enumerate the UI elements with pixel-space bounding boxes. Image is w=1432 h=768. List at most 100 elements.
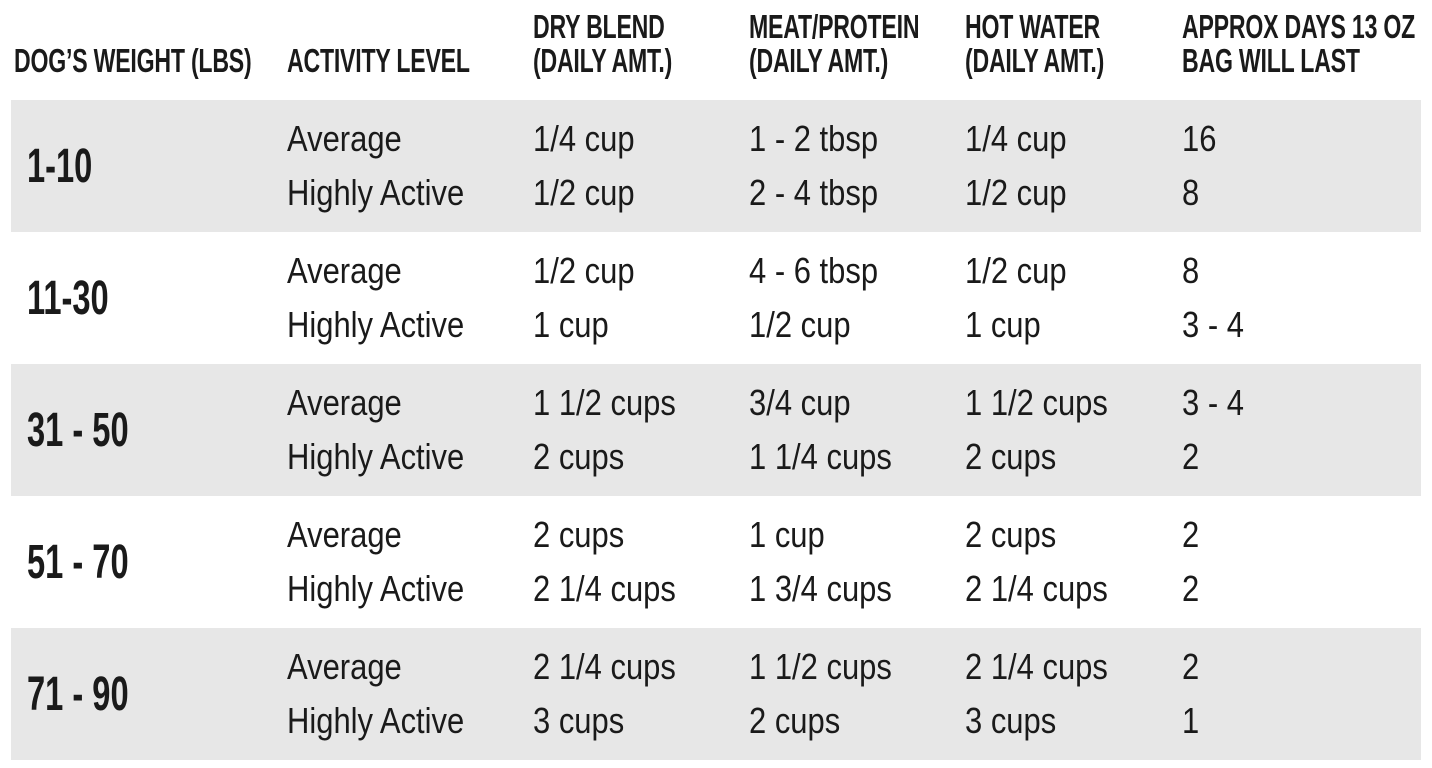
cell-text: 2 cups [749,700,841,741]
hot-water-amount: 1 1/2 cups [965,376,1182,430]
hot-water-amount: 1/2 cup [965,244,1182,298]
cell-text: 3 cups [533,700,625,741]
cell-text: 2 1/4 cups [965,568,1108,609]
dry-blend-amount: 2 1/4 cups [533,562,749,616]
cell-text: 4 - 6 tbsp [749,250,879,291]
activity-level: Average [287,508,533,562]
days-bag-lasts-cell: 8 3 - 4 [1182,244,1421,352]
cell-text: Highly Active [287,436,465,477]
cell-text: 16 [1182,118,1217,159]
hot-water-cell: 1 1/2 cups 2 cups [965,376,1182,484]
weight-group-row-71-90: 71 - 90 Average Highly Active 2 1/4 cups… [11,628,1421,760]
cell-text: 1/2 cup [749,304,851,345]
dry-blend-cell: 2 1/4 cups 3 cups [533,640,749,748]
cell-text: 1 [1182,700,1200,741]
column-header-line: DOG’S WEIGHT (LBS) [14,44,287,78]
days-bag-lasts-cell: 16 8 [1182,112,1421,220]
column-header-line: MEAT/PROTEIN [749,10,965,44]
activity-level: Highly Active [287,166,533,220]
meat-protein-amount: 1 1/2 cups [749,640,965,694]
activity-level: Average [287,376,533,430]
column-header-line: (DAILY AMT.) [749,44,965,78]
days-bag-lasts: 2 [1182,508,1421,562]
hot-water-cell: 1/4 cup 1/2 cup [965,112,1182,220]
dry-blend-amount: 2 cups [533,508,749,562]
column-header-line: (DAILY AMT.) [965,44,1182,78]
cell-text: 1 1/2 cups [533,382,676,423]
activity-level: Highly Active [287,694,533,748]
cell-text: 2 [1182,436,1200,477]
weight-range: 71 - 90 [27,667,129,721]
cell-text: Average [287,382,402,423]
column-header-dogs-weight: DOG’S WEIGHT (LBS) [14,44,287,78]
column-header-text: DRY BLEND [533,8,665,45]
cell-text: 2 1/4 cups [965,646,1108,687]
cell-text: 2 [1182,568,1200,609]
hot-water-amount: 2 1/4 cups [965,562,1182,616]
column-header-text: MEAT/PROTEIN [749,8,920,45]
cell-text: Average [287,646,402,687]
dry-blend-cell: 1/2 cup 1 cup [533,244,749,352]
cell-text: Highly Active [287,700,465,741]
column-header-text: BAG WILL LAST [1182,42,1360,79]
cell-text: 1 cup [533,304,609,345]
hot-water-cell: 1/2 cup 1 cup [965,244,1182,352]
cell-text: 2 1/4 cups [533,646,676,687]
weight-range-cell: 11-30 [14,244,287,352]
column-header-text: HOT WATER [965,8,1100,45]
hot-water-amount: 2 1/4 cups [965,640,1182,694]
dry-blend-amount: 1 cup [533,298,749,352]
days-bag-lasts: 3 - 4 [1182,298,1421,352]
cell-text: 2 1/4 cups [533,568,676,609]
cell-text: 2 cups [965,514,1057,555]
column-header-text: DOG’S WEIGHT (LBS) [14,42,252,79]
column-header-line: APPROX DAYS 13 OZ [1182,10,1432,44]
column-header-activity-level: ACTIVITY LEVEL [287,44,533,78]
activity-level: Average [287,244,533,298]
cell-text: 3/4 cup [749,382,851,423]
days-bag-lasts-cell: 2 1 [1182,640,1421,748]
meat-protein-amount: 1 cup [749,508,965,562]
cell-text: 1/4 cup [965,118,1067,159]
cell-text: 1/2 cup [965,250,1067,291]
column-header-days-bag-lasts: APPROX DAYS 13 OZ BAG WILL LAST [1182,10,1432,78]
dry-blend-cell: 2 cups 2 1/4 cups [533,508,749,616]
cell-text: 3 - 4 [1182,304,1244,345]
dry-blend-amount: 1/4 cup [533,112,749,166]
meat-protein-amount: 4 - 6 tbsp [749,244,965,298]
weight-range: 51 - 70 [27,535,129,589]
meat-protein-amount: 1 1/4 cups [749,430,965,484]
activity-level-cell: Average Highly Active [287,112,533,220]
column-header-line: ACTIVITY LEVEL [287,44,533,78]
activity-level-cell: Average Highly Active [287,508,533,616]
cell-text: 1 cup [749,514,825,555]
meat-protein-amount: 1 - 2 tbsp [749,112,965,166]
cell-text: 1 3/4 cups [749,568,892,609]
column-header-text: (DAILY AMT.) [749,42,889,79]
cell-text: 2 cups [533,436,625,477]
meat-protein-cell: 1 1/2 cups 2 cups [749,640,965,748]
meat-protein-cell: 1 - 2 tbsp 2 - 4 tbsp [749,112,965,220]
cell-text: 8 [1182,172,1200,213]
days-bag-lasts: 1 [1182,694,1421,748]
cell-text: 2 [1182,646,1200,687]
column-header-text: APPROX DAYS 13 OZ [1182,8,1416,45]
cell-text: 1/4 cup [533,118,635,159]
weight-range-cell: 71 - 90 [14,640,287,748]
meat-protein-cell: 3/4 cup 1 1/4 cups [749,376,965,484]
column-header-text: (DAILY AMT.) [533,42,673,79]
table-header: DOG’S WEIGHT (LBS) ACTIVITY LEVEL DRY BL… [0,0,1432,100]
dry-blend-amount: 1/2 cup [533,166,749,220]
cell-text: 2 [1182,514,1200,555]
cell-text: 2 cups [533,514,625,555]
cell-text: 1/2 cup [533,172,635,213]
cell-text: 1 1/4 cups [749,436,892,477]
cell-text: 1/2 cup [533,250,635,291]
weight-range: 31 - 50 [27,403,129,457]
days-bag-lasts: 8 [1182,166,1421,220]
weight-range-cell: 31 - 50 [14,376,287,484]
hot-water-amount: 1/4 cup [965,112,1182,166]
cell-text: 1 - 2 tbsp [749,118,879,159]
meat-protein-amount: 3/4 cup [749,376,965,430]
